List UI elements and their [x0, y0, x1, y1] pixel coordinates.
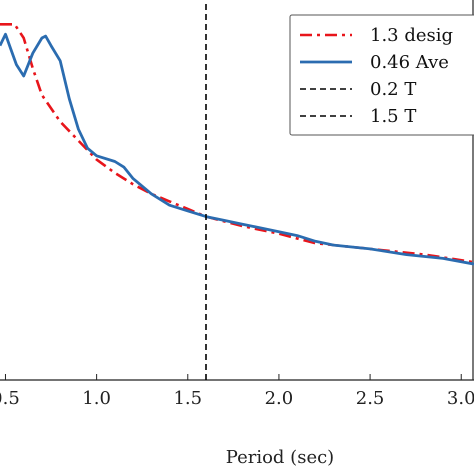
legend-label-1: 0.46 Ave [370, 52, 449, 73]
series-line-1 [0, 32, 474, 266]
legend-label-2: 0.2 T [370, 79, 416, 100]
legend: 1.3 desig 0.46 Ave 0.2 T 1.5 T [289, 14, 474, 136]
x-tick-label: 1.0 [82, 388, 111, 409]
x-tick-label: 2.5 [356, 388, 385, 409]
x-axis-label: Period (sec) [226, 447, 334, 468]
x-tick-label: 1.5 [173, 388, 202, 409]
series-line-0 [0, 23, 474, 264]
x-tick-label: 0.5 [0, 388, 20, 409]
series-layer [0, 0, 474, 380]
x-tick-label: 3.0 [447, 388, 474, 409]
legend-label-0: 1.3 desig [370, 25, 453, 46]
legend-box [289, 14, 474, 136]
legend-label-3: 1.5 T [370, 106, 416, 127]
x-tick-label: 2.0 [265, 388, 294, 409]
